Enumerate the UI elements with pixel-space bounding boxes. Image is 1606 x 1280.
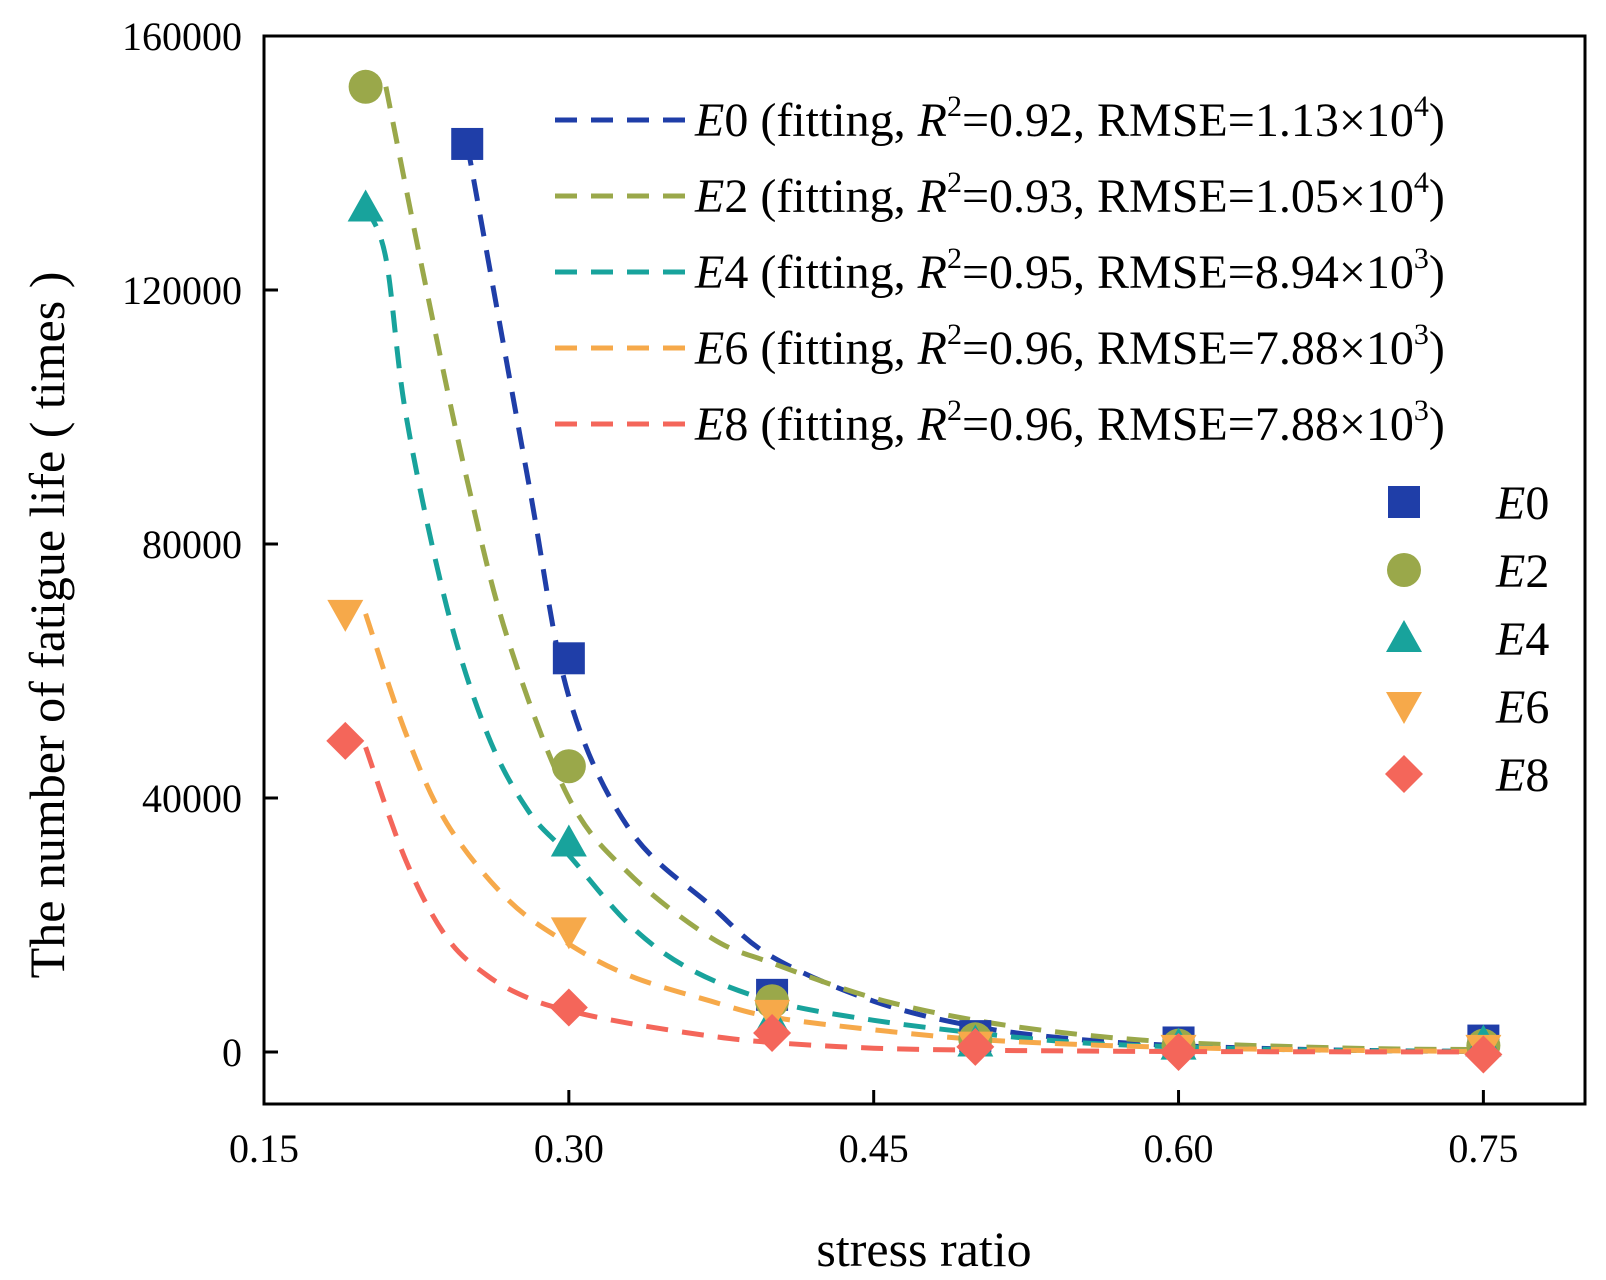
legend-marker-label: E0 <box>1495 477 1549 530</box>
y-tick-label: 80000 <box>142 522 242 567</box>
legend-marker-e6 <box>1386 692 1422 724</box>
legend-fit-label: E2 (fitting, R2=0.93, RMSE=1.05×104) <box>694 166 1445 223</box>
legend-marker-label: E4 <box>1495 613 1549 666</box>
fit-curve-e4 <box>363 206 1484 1054</box>
y-axis-ticks: 0 40000 80000 120000 160000 <box>122 14 278 1075</box>
data-point-e8 <box>753 1013 792 1052</box>
data-markers <box>326 69 1503 1074</box>
y-axis-title: The number of fatigue life ( times ) <box>19 272 75 979</box>
y-tick-label: 160000 <box>122 14 242 59</box>
x-tick-label: 0.60 <box>1144 1126 1214 1171</box>
data-point-e2 <box>551 749 586 784</box>
x-axis-ticks: 0.15 0.30 0.45 0.60 0.75 <box>229 1090 1518 1171</box>
legend-marker-e0 <box>1388 486 1420 518</box>
x-tick-label: 0.75 <box>1448 1126 1518 1171</box>
data-point-e6 <box>550 917 587 950</box>
data-point-e0 <box>552 642 585 675</box>
fit-curve-e8 <box>363 746 1484 1055</box>
y-tick-label: 40000 <box>142 776 242 821</box>
data-point-e0 <box>451 127 484 160</box>
legend: E0 (fitting, R2=0.92, RMSE=1.13×104) E2 (… <box>555 90 1549 802</box>
legend-fit-label: E6 (fitting, R2=0.96, RMSE=7.88×103) <box>694 318 1445 375</box>
data-point-e8 <box>1159 1033 1198 1071</box>
legend-marker-label: E6 <box>1495 681 1549 734</box>
legend-fit-label: E0 (fitting, R2=0.92, RMSE=1.13×104) <box>694 90 1445 147</box>
data-point-e8 <box>1464 1035 1503 1074</box>
x-tick-label: 0.45 <box>839 1126 909 1171</box>
data-point-e4 <box>550 824 587 857</box>
legend-marker-e2 <box>1387 553 1421 587</box>
data-point-e2 <box>348 69 383 104</box>
x-tick-label: 0.30 <box>534 1126 604 1171</box>
x-axis-title: stress ratio <box>816 1221 1031 1277</box>
y-tick-label: 120000 <box>122 268 242 313</box>
legend-marker-e4 <box>1386 620 1422 652</box>
fit-curve-e2 <box>383 86 1484 1052</box>
legend-marker-label: E2 <box>1495 545 1549 598</box>
data-point-e6 <box>327 599 364 632</box>
y-tick-label: 0 <box>222 1030 242 1075</box>
legend-fit-label: E8 (fitting, R2=0.96, RMSE=7.88×103) <box>694 394 1445 451</box>
data-point-e8 <box>956 1027 995 1066</box>
legend-marker-label: E8 <box>1495 749 1549 802</box>
data-point-e8 <box>326 721 365 760</box>
legend-fit-label: E4 (fitting, R2=0.95, RMSE=8.94×103) <box>694 242 1445 299</box>
fit-curves <box>363 86 1484 1055</box>
data-point-e8 <box>549 988 588 1027</box>
legend-marker-e8 <box>1385 755 1423 793</box>
plot-frame <box>262 34 1587 1106</box>
x-tick-label: 0.15 <box>229 1126 299 1171</box>
data-point-e4 <box>347 189 384 222</box>
